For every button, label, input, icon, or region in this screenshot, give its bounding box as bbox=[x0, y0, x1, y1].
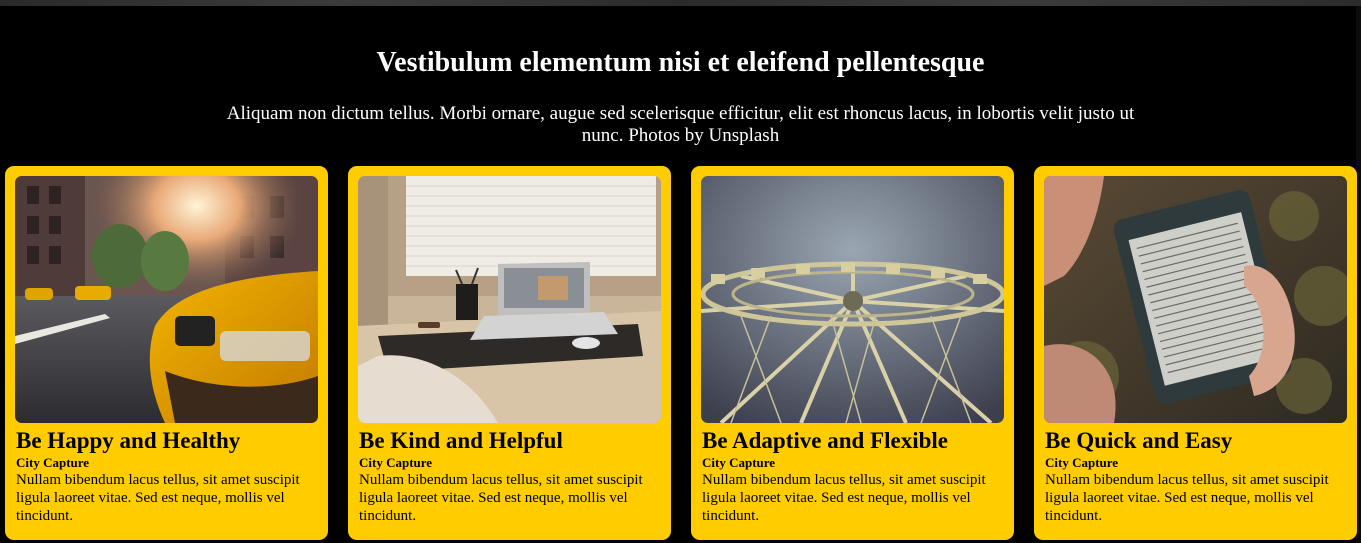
card-title: Be Adaptive and Flexible bbox=[702, 428, 948, 453]
scrollbar-track[interactable] bbox=[1356, 6, 1361, 543]
card-image-city-taxi bbox=[15, 176, 318, 423]
card-title: Be Quick and Easy bbox=[1045, 428, 1233, 453]
card-image-ereader bbox=[1044, 176, 1347, 423]
card-text: Nullam bibendum lacus tellus, sit amet s… bbox=[359, 472, 643, 524]
card-quick-easy[interactable]: Be Quick and Easy City Capture Nullam bi… bbox=[1034, 166, 1357, 540]
card-adaptive-flexible[interactable]: Be Adaptive and Flexible City Capture Nu… bbox=[691, 166, 1014, 540]
section-header: Vestibulum elementum nisi et eleifend pe… bbox=[0, 6, 1361, 147]
card-subtitle: City Capture bbox=[1045, 455, 1119, 470]
laptop-desk-photo bbox=[358, 176, 661, 423]
card-image-laptop-desk bbox=[358, 176, 661, 423]
card-text: Nullam bibendum lacus tellus, sit amet s… bbox=[16, 472, 300, 524]
card-text: Nullam bibendum lacus tellus, sit amet s… bbox=[702, 472, 986, 524]
card-title: Be Kind and Helpful bbox=[359, 428, 563, 453]
city-taxi-photo bbox=[15, 176, 318, 423]
card-happy-healthy[interactable]: Be Happy and Healthy City Capture Nullam… bbox=[5, 166, 328, 540]
card-text: Nullam bibendum lacus tellus, sit amet s… bbox=[1045, 472, 1329, 524]
section-title: Vestibulum elementum nisi et eleifend pe… bbox=[376, 47, 985, 78]
ereader-photo bbox=[1044, 176, 1347, 423]
card-subtitle: City Capture bbox=[702, 455, 776, 470]
section-subtitle: Aliquam non dictum tellus. Morbi ornare,… bbox=[226, 103, 1135, 146]
card-subtitle: City Capture bbox=[16, 455, 90, 470]
card-subtitle: City Capture bbox=[359, 455, 433, 470]
card-kind-helpful[interactable]: Be Kind and Helpful City Capture Nullam … bbox=[348, 166, 671, 540]
ferris-wheel-photo bbox=[701, 176, 1004, 423]
card-title: Be Happy and Healthy bbox=[16, 428, 241, 453]
top-image-strip bbox=[0, 0, 1361, 6]
card-grid: Be Happy and Healthy City Capture Nullam… bbox=[5, 166, 1357, 543]
card-image-ferris-wheel bbox=[701, 176, 1004, 423]
